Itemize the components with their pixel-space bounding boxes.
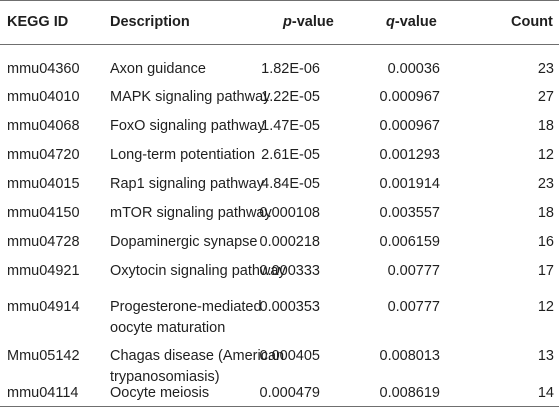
row-p-value: 2.61E-05 xyxy=(261,147,320,163)
row-p-value: 0.000333 xyxy=(259,263,320,279)
row-p-value: 0.000479 xyxy=(259,385,320,401)
row-q-value: 0.000967 xyxy=(379,89,440,105)
header-kegg-id: KEGG ID xyxy=(7,14,69,30)
row-description-line2: oocyte maturation xyxy=(110,320,226,336)
row-description-line2: trypanosomiasis) xyxy=(110,369,220,385)
row-description: Rap1 signaling pathway xyxy=(110,176,264,192)
row-q-value: 0.00777 xyxy=(387,299,440,315)
row-count: 23 xyxy=(537,176,554,192)
row-description: Progesterone-mediated xyxy=(110,299,262,315)
row-count: 18 xyxy=(537,205,554,221)
row-q-value: 0.001914 xyxy=(379,176,440,192)
row-description: Oocyte meiosis xyxy=(110,385,210,401)
row-count: 23 xyxy=(537,61,554,77)
row-count: 18 xyxy=(537,118,554,134)
header-q-value: q-value xyxy=(386,12,437,33)
row-kegg-id: mmu04068 xyxy=(7,118,80,134)
row-kegg-id: Mmu05142 xyxy=(7,348,80,364)
row-description: Chagas disease (American xyxy=(110,348,285,364)
header-q-prefix: q xyxy=(386,14,395,30)
row-description: MAPK signaling pathway xyxy=(110,89,271,105)
row-kegg-id: mmu04015 xyxy=(7,176,80,192)
row-kegg-id: mmu04921 xyxy=(7,263,80,279)
row-q-value: 0.003557 xyxy=(379,205,440,221)
row-count: 17 xyxy=(537,263,554,279)
row-description: Oxytocin signaling pathway xyxy=(110,263,286,279)
row-kegg-id: mmu04114 xyxy=(7,385,79,401)
row-q-value: 0.00036 xyxy=(387,61,440,77)
row-p-value: 0.000353 xyxy=(259,299,320,315)
row-kegg-id: mmu04150 xyxy=(7,205,80,221)
table-top-rule xyxy=(0,0,559,1)
header-p-prefix: p xyxy=(283,14,292,30)
row-count: 27 xyxy=(537,89,554,105)
row-kegg-id: mmu04728 xyxy=(7,234,80,250)
row-q-value: 0.001293 xyxy=(379,147,440,163)
row-count: 12 xyxy=(537,147,554,163)
row-q-value: 0.00777 xyxy=(387,263,440,279)
row-description: mTOR signaling pathway xyxy=(110,205,272,221)
row-p-value: 0.000108 xyxy=(259,205,320,221)
row-description: Long-term potentiation xyxy=(110,147,256,163)
row-p-value: 4.84E-05 xyxy=(261,176,320,192)
row-count: 13 xyxy=(537,348,554,364)
row-kegg-id: mmu04010 xyxy=(7,89,80,105)
row-kegg-id: mmu04914 xyxy=(7,299,80,315)
header-count: Count xyxy=(511,14,553,30)
row-p-value: 1.47E-05 xyxy=(261,118,320,134)
row-count: 12 xyxy=(537,299,554,315)
header-p-suffix: -value xyxy=(291,14,334,30)
header-rule xyxy=(0,44,559,45)
row-q-value: 0.008013 xyxy=(379,348,440,364)
row-p-value: 0.000218 xyxy=(259,234,320,250)
row-q-value: 0.000967 xyxy=(379,118,440,134)
row-description: Axon guidance xyxy=(110,61,206,77)
row-q-value: 0.008619 xyxy=(379,385,440,401)
row-description: FoxO signaling pathway xyxy=(110,118,265,134)
row-p-value: 0.000405 xyxy=(259,348,320,364)
row-q-value: 0.006159 xyxy=(379,234,440,250)
row-description: Dopaminergic synapse xyxy=(110,234,258,250)
row-p-value: 1.82E-06 xyxy=(261,61,320,77)
row-kegg-id: mmu04360 xyxy=(7,61,80,77)
row-count: 14 xyxy=(537,385,554,401)
row-kegg-id: mmu04720 xyxy=(7,147,80,163)
header-p-value: p-value xyxy=(283,12,334,33)
header-description: Description xyxy=(110,14,190,30)
row-count: 16 xyxy=(537,234,554,250)
header-q-suffix: -value xyxy=(394,14,437,30)
row-p-value: 1.22E-05 xyxy=(261,89,320,105)
